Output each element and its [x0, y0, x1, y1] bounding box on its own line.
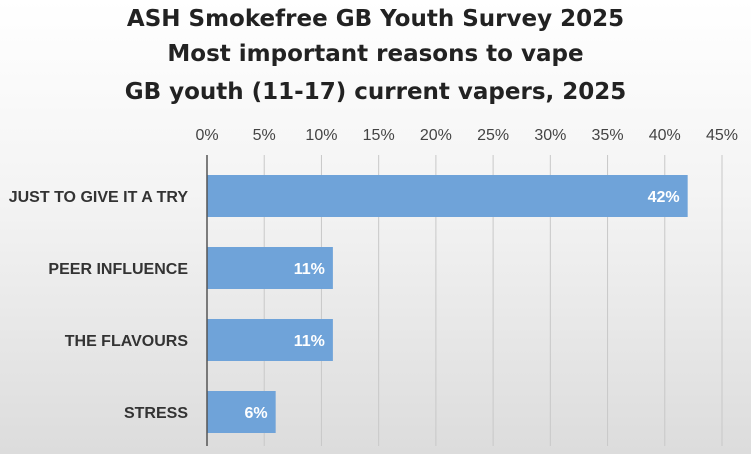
- x-tick-label: 30%: [534, 127, 566, 144]
- category-label: PEER INFLUENCE: [48, 261, 188, 278]
- category-label: STRESS: [124, 405, 188, 422]
- data-label: 42%: [648, 189, 680, 206]
- data-label: 11%: [294, 333, 325, 350]
- category-label: THE FLAVOURS: [65, 333, 189, 350]
- category-label: JUST TO GIVE IT A TRY: [9, 189, 189, 206]
- x-tick-label: 45%: [706, 127, 738, 144]
- bar: [207, 319, 333, 361]
- x-tick-label: 25%: [477, 127, 509, 144]
- bar: [207, 391, 276, 433]
- chart-title-line-3: GB youth (11-17) current vapers, 2025: [124, 79, 627, 105]
- data-label: 11%: [294, 261, 325, 278]
- data-label: 6%: [245, 405, 268, 422]
- bar: [207, 175, 688, 217]
- x-tick-label: 40%: [649, 127, 681, 144]
- x-tick-label: 15%: [363, 127, 395, 144]
- x-tick-label: 10%: [305, 127, 337, 144]
- x-tick-label: 0%: [195, 127, 218, 144]
- x-tick-label: 5%: [253, 127, 276, 144]
- bar: [207, 247, 333, 289]
- chart-title-line-1: ASH Smokefree GB Youth Survey 2025: [126, 6, 625, 32]
- x-tick-label: 20%: [420, 127, 452, 144]
- chart-title-line-2: Most important reasons to vape: [167, 41, 584, 67]
- x-tick-label: 35%: [592, 127, 624, 144]
